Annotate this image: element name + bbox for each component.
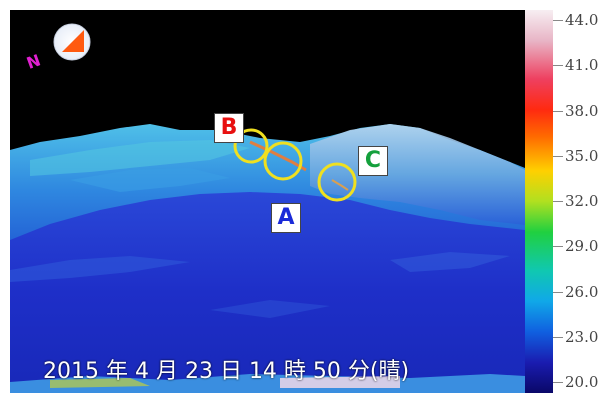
scale-tick-label: 38.0: [565, 101, 599, 120]
marker-circle-c: [317, 162, 357, 202]
scale-tick-label: 44.0: [565, 11, 599, 29]
scale-tick-line: [553, 336, 563, 338]
label-b: B: [214, 113, 244, 143]
svg-text:N: N: [24, 50, 43, 72]
color-bar: [525, 10, 553, 393]
scale-tick-label: 20.0: [565, 373, 599, 391]
scale-tick-label: 35.0: [565, 146, 599, 165]
scale-tick-label: 32.0: [565, 192, 599, 210]
scale-tick-line: [553, 20, 563, 21]
marker-circle-b: [233, 128, 269, 164]
scale-tick-line: [553, 65, 563, 67]
scale-tick-label: 41.0: [565, 56, 599, 75]
thermal-landscape: N: [10, 23, 525, 393]
label-a: A: [271, 203, 301, 233]
scale-tick-line: [553, 155, 563, 157]
scale-tick-label: 26.0: [565, 282, 599, 301]
scale-tick-line: [553, 110, 563, 112]
scale-tick-line: [553, 246, 563, 248]
scale-tick-label: 29.0: [565, 237, 599, 256]
scale-tick-line: [553, 291, 563, 293]
label-c: C: [358, 146, 388, 176]
compass-icon: N: [24, 23, 91, 73]
temperature-scale: 44.0 41.0 38.0 35.0 32.0 29.0 26.0 23.0 20.0: [525, 10, 613, 393]
timestamp: 2015 年 4 月 23 日 14 時 50 分(晴): [43, 359, 410, 384]
marker-circles: [233, 128, 357, 202]
scale-tick-line: [553, 382, 563, 383]
thermal-image: N B C A 2015 年 4 月 23 日 14 時 50 分(晴): [10, 10, 525, 393]
marker-circle-a: [263, 141, 303, 181]
scale-tick-label: 23.0: [565, 327, 599, 346]
scale-tick-line: [553, 201, 563, 202]
